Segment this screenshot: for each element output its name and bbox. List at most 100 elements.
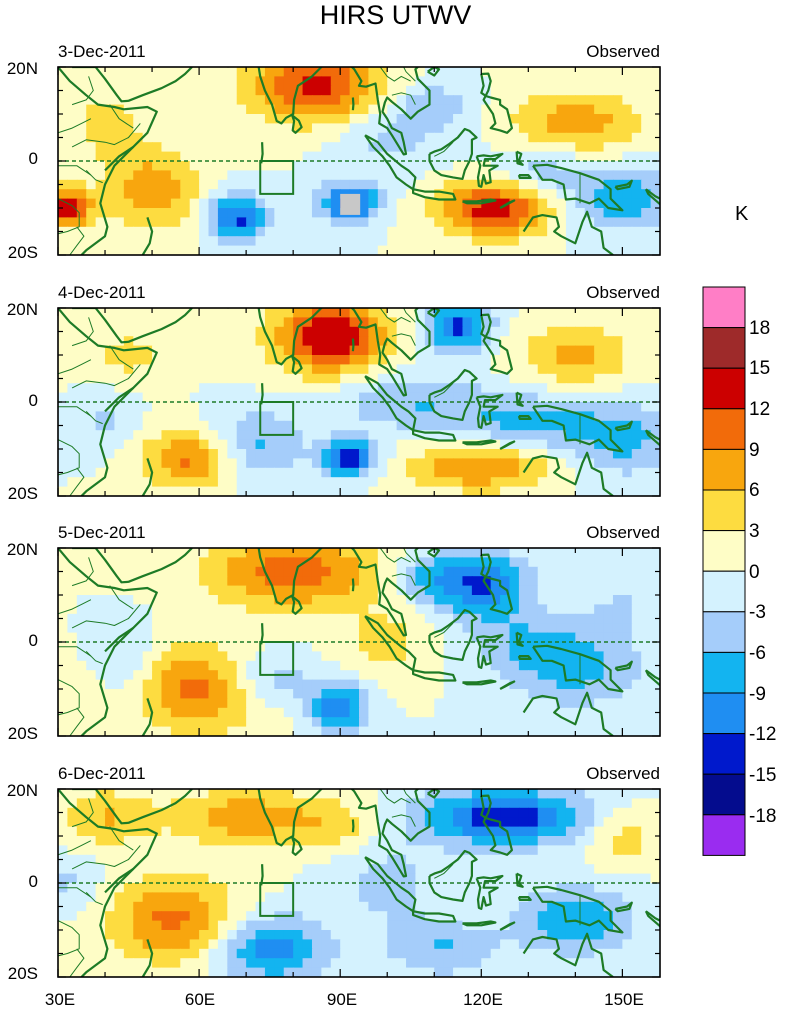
field-cell: [95, 179, 106, 190]
field-cell: [424, 670, 435, 681]
field-cell: [133, 726, 144, 736]
field-cell: [453, 236, 464, 247]
field-cell: [359, 807, 370, 818]
field-cell: [547, 698, 558, 709]
field-cell: [471, 189, 482, 200]
field-cell: [199, 179, 210, 190]
field-cell: [518, 467, 529, 478]
field-cell: [227, 161, 238, 171]
field-cell: [321, 817, 332, 828]
field-cell: [424, 689, 435, 699]
field-cell: [349, 613, 360, 624]
field-cell: [575, 557, 586, 568]
field-cell: [95, 326, 106, 337]
field-cell: [443, 114, 454, 124]
field-cell: [208, 845, 219, 856]
field-cell: [584, 345, 595, 356]
field-cell: [359, 114, 370, 124]
field-cell: [518, 439, 529, 450]
field-cell: [537, 355, 548, 365]
field-cell: [208, 439, 219, 450]
field-cell: [396, 892, 407, 903]
field-cell: [575, 717, 586, 728]
field-cell: [142, 430, 153, 441]
field-cell: [471, 217, 482, 228]
field-cell: [509, 642, 520, 652]
field-cell: [199, 198, 210, 209]
field-cell: [283, 632, 294, 643]
field-cell: [264, 660, 275, 671]
field-cell: [208, 411, 219, 422]
field-cell: [443, 557, 454, 568]
field-cell: [406, 142, 417, 153]
field-cell: [199, 595, 210, 605]
field-cell: [170, 383, 181, 394]
field-cell: [565, 585, 576, 596]
field-cell: [293, 189, 304, 200]
field-cell: [594, 114, 605, 124]
field-cell: [161, 76, 172, 87]
field-cell: [612, 854, 623, 865]
field-cell: [76, 189, 87, 200]
field-cell: [302, 854, 313, 865]
field-cell: [594, 458, 605, 469]
field-cell: [594, 355, 605, 365]
field-cell: [518, 317, 529, 328]
field-cell: [208, 123, 219, 134]
panels-group: [57, 66, 661, 978]
field-cell: [123, 892, 134, 903]
field-cell: [142, 864, 153, 875]
field-cell: [424, 660, 435, 671]
field-cell: [105, 142, 116, 153]
field-cell: [246, 717, 257, 728]
field-cell: [349, 566, 360, 577]
field-cell: [631, 854, 642, 865]
field-cell: [509, 85, 520, 96]
field-cell: [528, 67, 539, 77]
field-cell: [424, 698, 435, 709]
field-cell: [311, 142, 322, 153]
field-cell: [255, 845, 266, 856]
field-cell: [641, 439, 652, 450]
field-cell: [180, 595, 191, 605]
field-cell: [406, 854, 417, 865]
field-cell: [76, 392, 87, 403]
field-cell: [603, 364, 614, 375]
field-cell: [67, 789, 78, 799]
field-cell: [641, 613, 652, 624]
field-cell: [603, 864, 614, 875]
field-cell: [152, 789, 163, 799]
field-cell: [631, 383, 642, 394]
field-cell: [471, 161, 482, 171]
field-cell: [264, 467, 275, 478]
field-cell: [283, 236, 294, 247]
field-cell: [95, 670, 106, 681]
field-cell: [227, 198, 238, 209]
field-cell: [264, 114, 275, 124]
field-cell: [123, 670, 134, 681]
field-cell: [462, 67, 473, 77]
field-cell: [603, 698, 614, 709]
field-cell: [180, 345, 191, 356]
field-cell: [180, 226, 191, 237]
field-cell: [340, 826, 351, 837]
field-cell: [105, 245, 116, 255]
field-cell: [283, 326, 294, 337]
field-cell: [264, 632, 275, 643]
field-cell: [246, 420, 257, 431]
field-cell: [612, 373, 623, 384]
field-cell: [396, 689, 407, 699]
field-cell: [161, 383, 172, 394]
field-cell: [631, 104, 642, 115]
border-line: [58, 165, 92, 176]
field-cell: [509, 836, 520, 846]
field-cell: [575, 576, 586, 587]
field-cell: [123, 651, 134, 662]
field-cell: [114, 548, 125, 558]
field-cell: [547, 854, 558, 865]
coastline-borneo: [428, 127, 478, 180]
field-cell: [556, 151, 567, 162]
field-cell: [622, 717, 633, 728]
field-cell: [161, 439, 172, 450]
border-line: [379, 67, 411, 82]
